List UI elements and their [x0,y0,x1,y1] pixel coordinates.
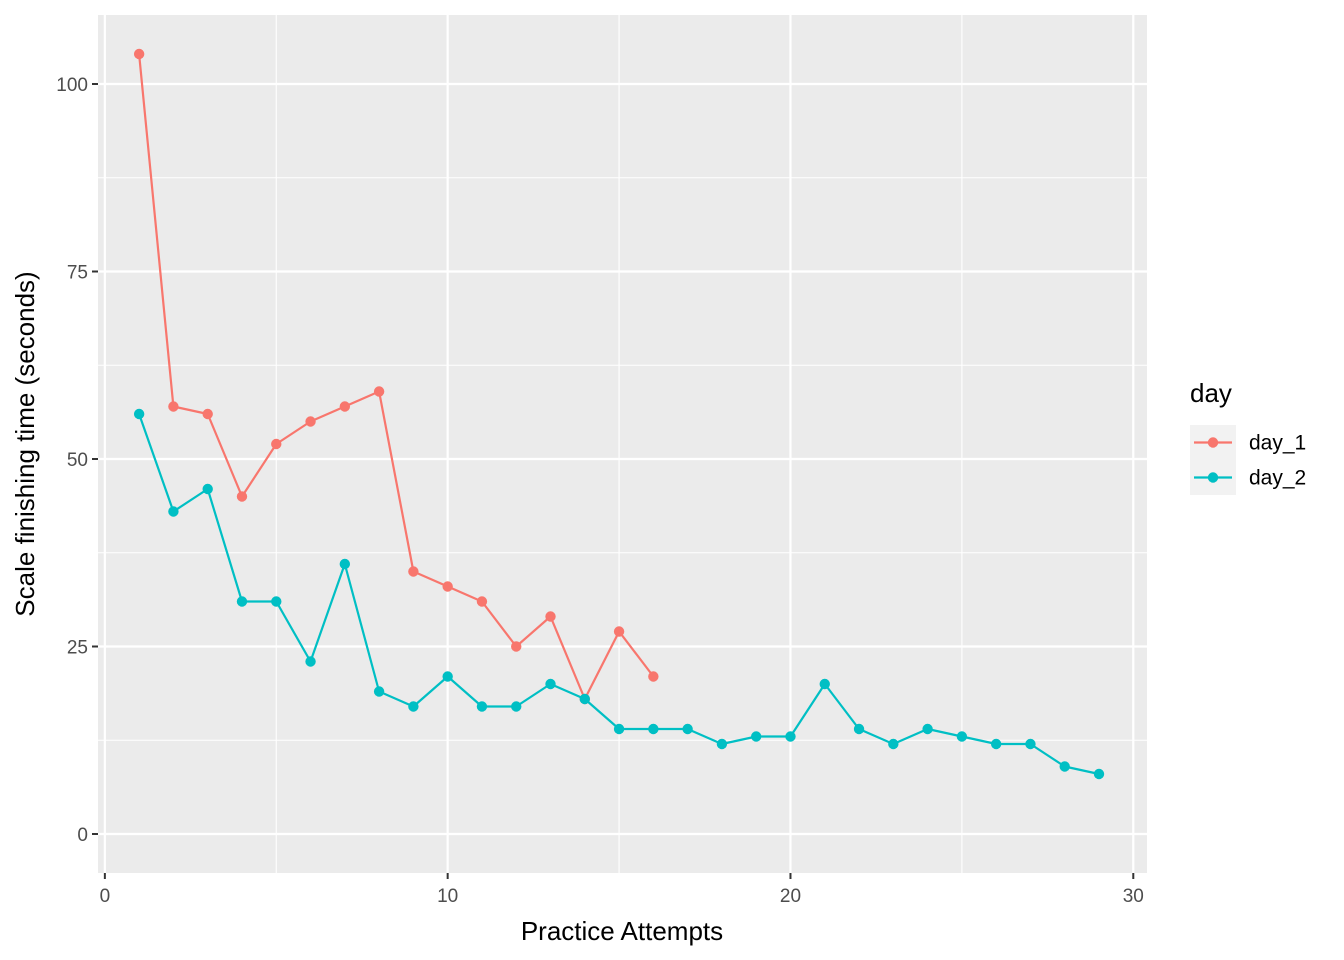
series-layer [133,48,1105,780]
data-point-day_2 [476,701,488,712]
data-point-day_2 [442,671,453,682]
data-point-day_2 [1025,738,1036,750]
data-point-day_1 [133,48,145,60]
data-point-day_1 [613,626,625,637]
data-point-day_1 [545,611,556,622]
legend-items: day_1 day_2 [1190,425,1306,495]
data-point-day_2 [133,408,145,420]
series-day_1 [133,48,659,705]
x-tick-label: 0 [100,886,111,907]
data-point-day_2 [373,686,385,697]
legend: day day_1 day_2 [1190,378,1306,495]
y-tick-label: 100 [56,75,88,96]
data-point-day_1 [408,566,419,577]
data-point-day_2 [785,731,796,742]
data-point-day_1 [168,401,179,412]
data-point-day_2 [271,596,282,607]
plot-panel [98,15,1147,873]
data-point-day_2 [202,483,213,495]
x-axis-title: Practice Attempts [521,916,723,946]
data-point-day_2 [888,738,899,750]
data-point-day_2 [339,558,351,570]
y-tick-label: 75 [67,263,88,284]
minor-grid [98,15,1147,873]
data-point-day_2 [682,723,693,735]
data-point-day_2 [579,693,590,705]
data-point-day_2 [648,723,659,735]
data-point-day_1 [339,401,351,412]
data-point-day_2 [819,678,830,690]
x-tick-label: 20 [780,886,801,907]
series-line-day_1 [138,53,655,701]
axis-ticks [92,83,1135,879]
data-point-day_2 [853,723,865,735]
data-point-day_2 [1093,768,1105,780]
data-point-day_2 [168,506,179,517]
legend-item-day_2: day_2 [1190,460,1306,495]
legend-label: day_1 [1249,432,1306,455]
data-point-day_2 [613,723,625,735]
data-point-day_2 [956,731,968,742]
data-point-day_1 [305,416,316,427]
data-point-day_2 [716,738,728,750]
data-point-day_1 [202,408,213,420]
x-tick-label: 30 [1123,886,1144,907]
data-point-day_1 [511,641,522,652]
data-point-day_2 [922,723,933,735]
legend-key-point [1207,472,1219,483]
series-day_2 [133,408,1105,780]
data-point-day_2 [545,678,556,690]
data-point-day_1 [648,671,659,682]
y-axis-title: Scale finishing time (seconds) [10,271,40,616]
tick-labels: 0 10 20 30 0 25 50 75 100 [56,75,1144,907]
data-point-day_2 [511,701,522,712]
data-point-day_2 [990,738,1002,750]
data-point-day_2 [750,731,762,742]
legend-key-point [1207,437,1219,448]
data-point-day_1 [476,596,488,607]
y-tick-label: 0 [77,825,88,846]
data-point-day_1 [236,491,248,502]
legend-label: day_2 [1249,467,1306,490]
data-point-day_1 [373,386,385,397]
data-point-day_2 [236,596,248,607]
data-point-day_2 [305,656,316,667]
y-tick-label: 25 [67,638,88,659]
x-tick-label: 10 [437,886,458,907]
legend-item-day_1: day_1 [1190,425,1306,460]
legend-title: day [1190,378,1232,408]
data-point-day_2 [1059,761,1070,772]
data-point-day_1 [442,581,453,592]
data-point-day_1 [271,438,282,450]
data-point-day_2 [408,701,419,712]
y-tick-label: 50 [67,450,88,471]
major-grid [98,15,1147,873]
